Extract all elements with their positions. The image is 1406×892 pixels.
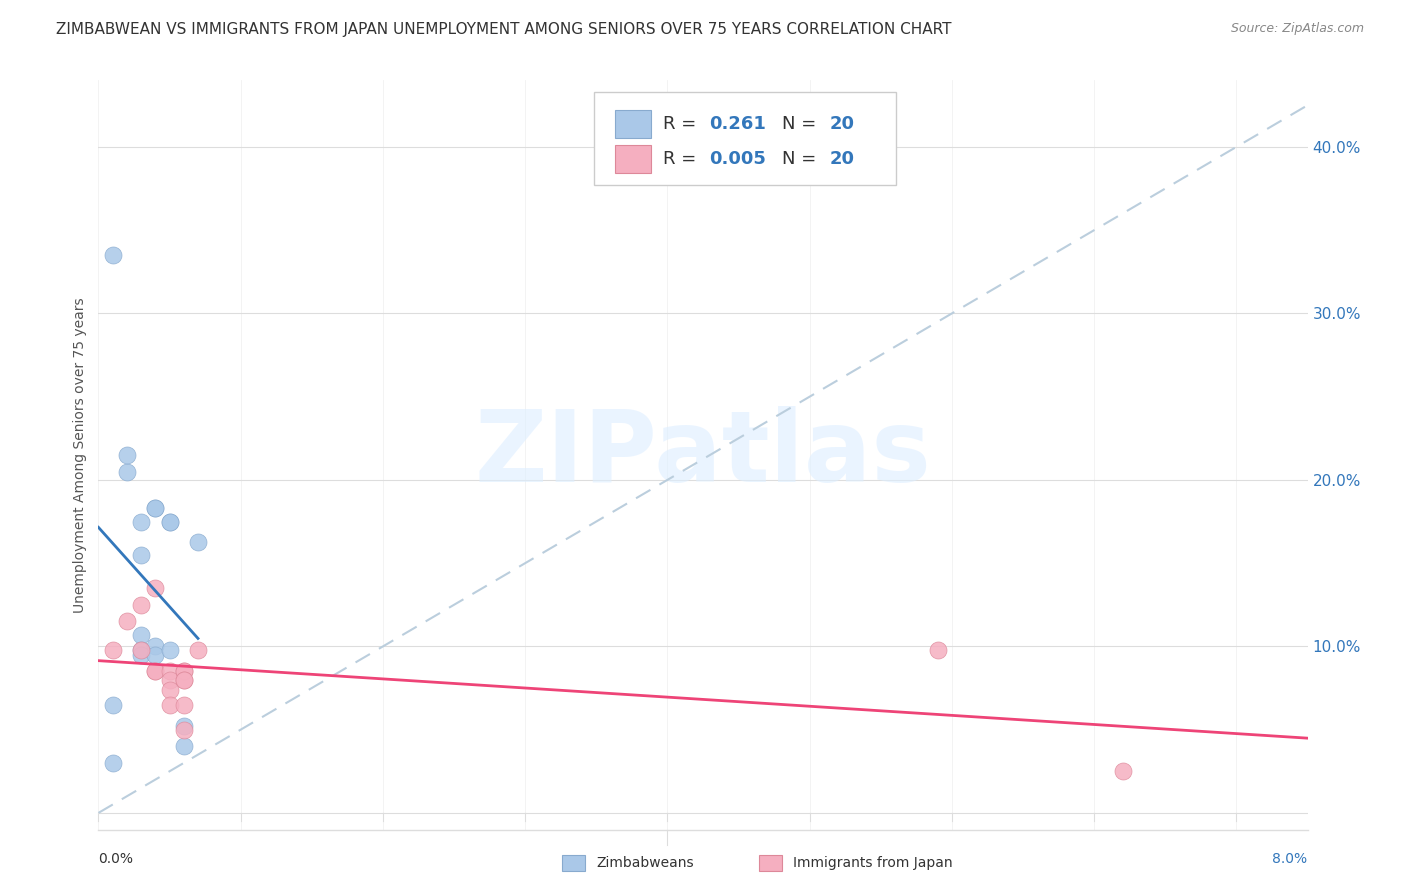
- Point: [187, 534, 209, 549]
- Text: N =: N =: [782, 150, 821, 168]
- Point: [129, 548, 152, 562]
- Point: [143, 665, 166, 679]
- Point: [129, 642, 152, 657]
- Point: [173, 673, 195, 687]
- Point: [143, 501, 166, 516]
- Text: Immigrants from Japan: Immigrants from Japan: [793, 855, 953, 870]
- Point: [115, 448, 138, 462]
- Text: 20: 20: [830, 115, 855, 133]
- Point: [115, 615, 138, 629]
- Text: Zimbabweans: Zimbabweans: [596, 855, 693, 870]
- Point: [173, 719, 195, 733]
- Point: [187, 642, 209, 657]
- FancyBboxPatch shape: [595, 92, 897, 186]
- Point: [129, 628, 152, 642]
- Point: [115, 465, 138, 479]
- Point: [101, 248, 124, 262]
- Text: 0.261: 0.261: [709, 115, 766, 133]
- Point: [159, 665, 181, 679]
- Point: [143, 665, 166, 679]
- Point: [159, 698, 181, 712]
- Point: [143, 581, 166, 595]
- Text: 8.0%: 8.0%: [1272, 852, 1308, 866]
- FancyBboxPatch shape: [614, 145, 651, 173]
- Point: [101, 698, 124, 712]
- Text: 20: 20: [830, 150, 855, 168]
- FancyBboxPatch shape: [614, 110, 651, 138]
- Point: [101, 642, 124, 657]
- Point: [173, 665, 195, 679]
- Point: [173, 739, 195, 754]
- Text: N =: N =: [782, 115, 821, 133]
- Point: [1111, 764, 1133, 779]
- Point: [129, 642, 152, 657]
- Y-axis label: Unemployment Among Seniors over 75 years: Unemployment Among Seniors over 75 years: [73, 297, 87, 613]
- Point: [173, 698, 195, 712]
- Text: 0.0%: 0.0%: [98, 852, 134, 866]
- Text: Source: ZipAtlas.com: Source: ZipAtlas.com: [1230, 22, 1364, 36]
- Text: R =: R =: [664, 150, 702, 168]
- Point: [173, 673, 195, 687]
- Point: [129, 598, 152, 612]
- Text: R =: R =: [664, 115, 702, 133]
- Point: [101, 756, 124, 770]
- Point: [159, 682, 181, 697]
- Point: [173, 723, 195, 737]
- Text: ZIMBABWEAN VS IMMIGRANTS FROM JAPAN UNEMPLOYMENT AMONG SENIORS OVER 75 YEARS COR: ZIMBABWEAN VS IMMIGRANTS FROM JAPAN UNEM…: [56, 22, 952, 37]
- Point: [143, 640, 166, 654]
- Point: [159, 642, 181, 657]
- Point: [159, 515, 181, 529]
- Text: ZIPatlas: ZIPatlas: [475, 407, 931, 503]
- Point: [159, 673, 181, 687]
- Point: [173, 665, 195, 679]
- Point: [159, 515, 181, 529]
- Text: 0.005: 0.005: [709, 150, 766, 168]
- Point: [129, 515, 152, 529]
- Point: [143, 501, 166, 516]
- Point: [129, 648, 152, 662]
- Point: [927, 642, 949, 657]
- Point: [143, 648, 166, 662]
